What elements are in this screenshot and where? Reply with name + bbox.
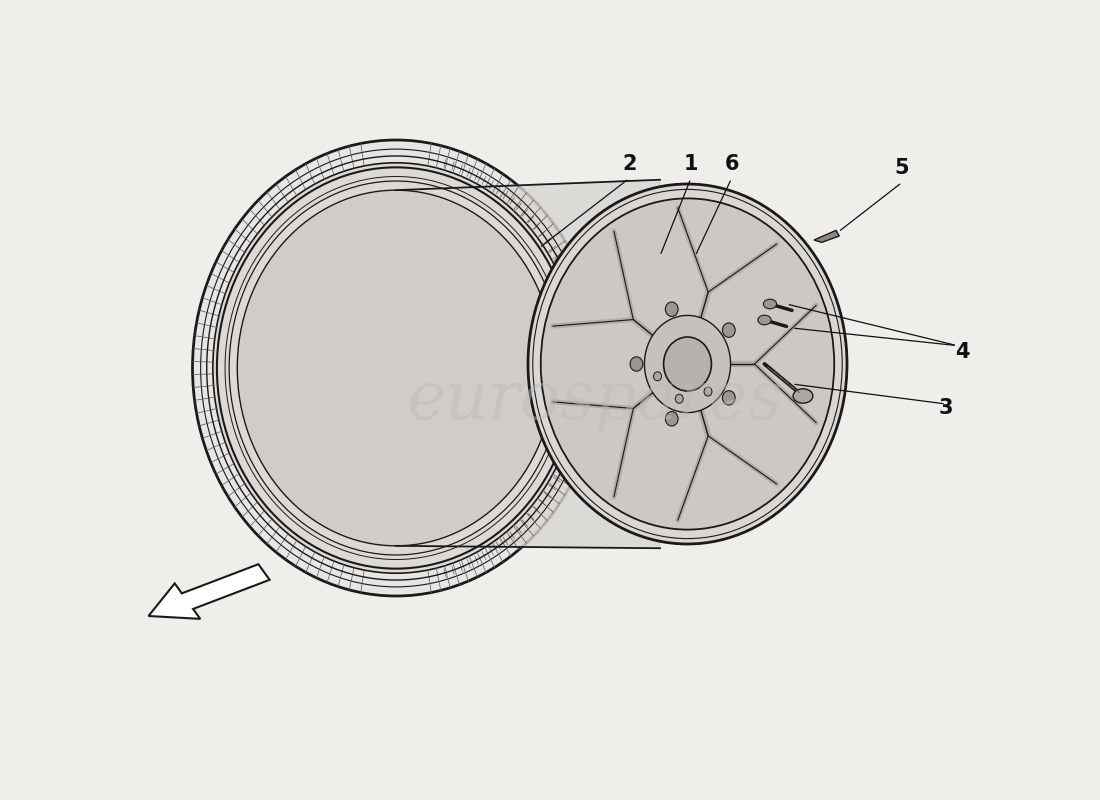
Circle shape <box>763 299 777 309</box>
Ellipse shape <box>704 387 712 396</box>
Ellipse shape <box>645 315 730 413</box>
Ellipse shape <box>192 140 600 596</box>
Circle shape <box>758 315 771 325</box>
Text: 4: 4 <box>955 342 970 362</box>
Text: 5: 5 <box>894 158 910 178</box>
Polygon shape <box>814 230 839 242</box>
Text: 3: 3 <box>938 398 954 418</box>
Ellipse shape <box>666 302 678 317</box>
FancyArrow shape <box>148 564 270 619</box>
Ellipse shape <box>630 357 642 371</box>
Ellipse shape <box>723 390 735 405</box>
Ellipse shape <box>663 337 712 391</box>
Ellipse shape <box>675 394 683 403</box>
Text: eurospares: eurospares <box>406 367 782 433</box>
Text: 6: 6 <box>724 154 739 174</box>
Ellipse shape <box>238 190 554 546</box>
Polygon shape <box>396 180 660 548</box>
Ellipse shape <box>528 184 847 544</box>
Ellipse shape <box>653 372 661 381</box>
Text: 1: 1 <box>683 154 698 174</box>
Text: 2: 2 <box>621 154 637 174</box>
Ellipse shape <box>666 411 678 426</box>
Circle shape <box>793 389 813 403</box>
Ellipse shape <box>541 198 834 530</box>
Ellipse shape <box>723 323 735 338</box>
Ellipse shape <box>213 162 579 573</box>
